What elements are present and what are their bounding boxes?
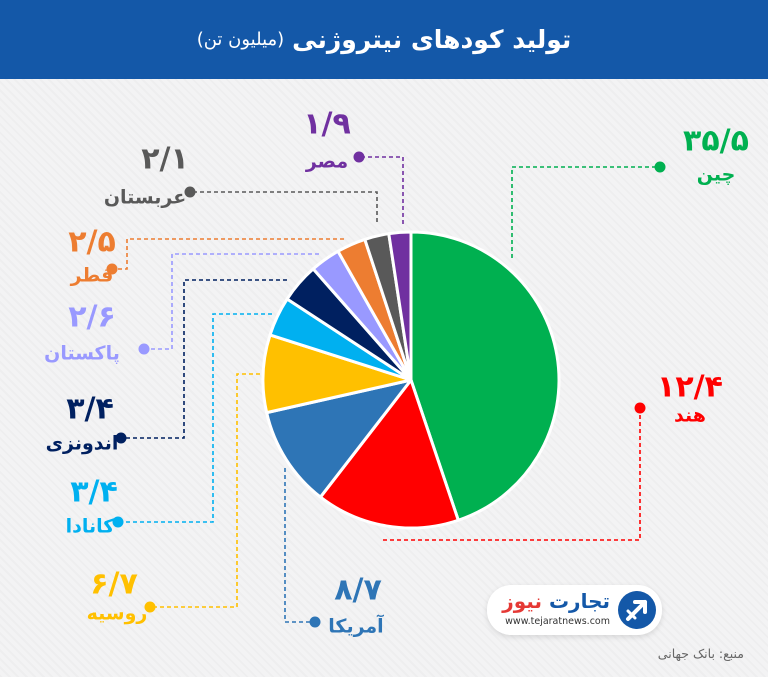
leader-line — [383, 408, 641, 541]
leader-line — [121, 279, 287, 439]
pie-slice — [387, 230, 413, 382]
pie-slice — [265, 378, 413, 499]
brand-name: تجارت نیوز — [502, 589, 610, 613]
leader-dot — [654, 161, 666, 173]
leader-dot — [115, 432, 127, 444]
leader-line — [118, 313, 272, 523]
chart-title: تولید کودهای نیتروژنی — [292, 25, 572, 54]
source-note: منبع: بانک جهانی — [657, 646, 744, 661]
leader-dot — [634, 402, 646, 414]
data-label-country: قطر — [70, 265, 114, 287]
data-label-country: عربستان — [104, 187, 186, 209]
leader-lines — [106, 151, 666, 628]
leader-dot — [309, 616, 321, 628]
leader-line — [144, 253, 319, 350]
data-label-value: ۱۲/۴ — [657, 370, 723, 405]
leader-line — [150, 373, 260, 608]
data-label-country: چین — [697, 164, 736, 186]
pie-slice — [409, 230, 561, 522]
leader-line — [359, 156, 404, 224]
data-label-value: ۱/۹ — [303, 107, 351, 142]
leader-dot — [112, 516, 124, 528]
leader-dot — [106, 263, 118, 275]
leader-dot — [184, 186, 196, 198]
data-label-value: ۲/۵ — [68, 225, 116, 260]
brand-website: www.tejaratnews.com — [505, 616, 610, 627]
data-label-value: ۳/۴ — [70, 475, 118, 510]
leader-line — [511, 166, 660, 258]
title-bar: تولید کودهای نیتروژنی (میلیون تن) — [0, 0, 768, 79]
data-label-country: اندونزی — [46, 433, 119, 455]
chart-unit: (میلیون تن) — [196, 29, 285, 50]
leader-dot — [353, 151, 365, 163]
leader-dot — [138, 343, 150, 355]
data-label-country: مصر — [305, 151, 348, 173]
data-label-country: کانادا — [66, 516, 116, 538]
data-label-value: ۶/۷ — [90, 567, 138, 602]
data-label-value: ۲/۱ — [141, 142, 189, 177]
brand-logo: تجارت نیوز www.tejaratnews.com — [487, 585, 662, 635]
leader-line — [112, 238, 344, 270]
data-label-value: ۲/۶ — [68, 300, 116, 335]
leader-dot — [144, 601, 156, 613]
data-label-value: ۸/۷ — [334, 573, 382, 608]
data-label-country: روسیه — [87, 603, 148, 625]
brand-emblem-icon — [618, 591, 656, 629]
data-label-country: پاکستان — [44, 343, 120, 365]
leader-line — [284, 468, 315, 623]
data-label-country: هند — [674, 405, 706, 427]
data-label-country: آمریکا — [328, 614, 384, 638]
pie-slice — [318, 378, 460, 530]
data-label-value: ۳۵/۵ — [683, 124, 749, 159]
leader-line — [190, 191, 378, 222]
pie-slices — [261, 230, 561, 530]
data-label-value: ۳/۴ — [66, 392, 114, 427]
